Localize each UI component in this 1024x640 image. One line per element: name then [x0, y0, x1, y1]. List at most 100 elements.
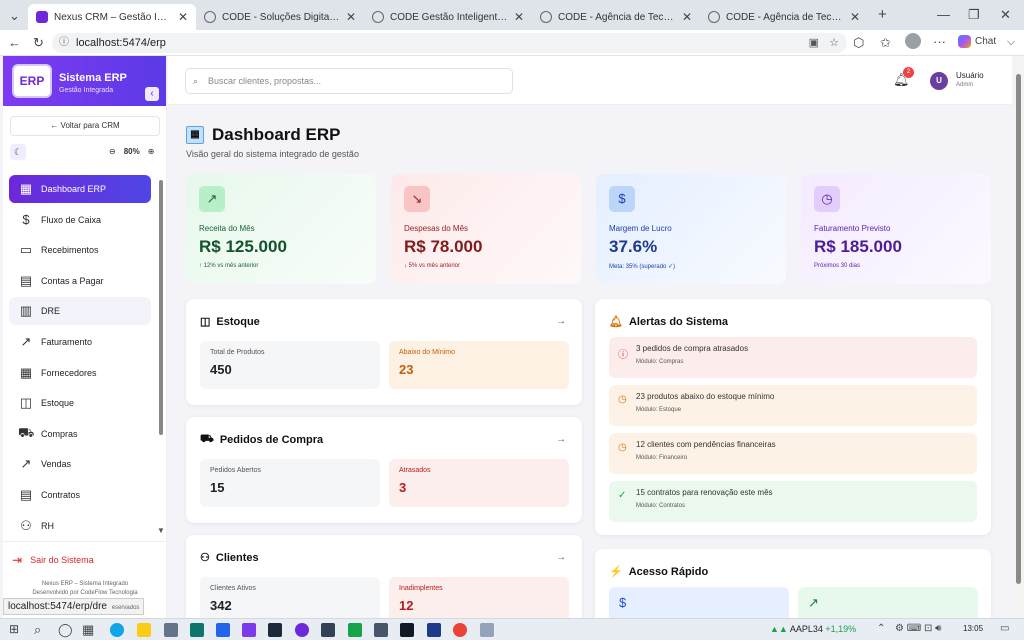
arrow-right-icon[interactable]: → [556, 552, 566, 563]
minimize-icon[interactable]: — [937, 7, 950, 22]
back-icon[interactable]: ← [8, 35, 21, 50]
profile-icon[interactable] [905, 33, 921, 49]
tray-chevron-icon[interactable]: ⌃ [877, 623, 886, 634]
alert-item[interactable]: ✓ 15 contratos para renovação este mês Mód… [609, 481, 977, 522]
sidebar-item-rh[interactable]: ⚇ RH [9, 512, 151, 540]
reload-icon[interactable]: ↻ [33, 35, 44, 50]
building-icon: ▦ [186, 126, 204, 144]
sidebar-item-fluxo-de-caixa[interactable]: $ Fluxo de Caixa [9, 206, 151, 234]
app-icon[interactable] [295, 623, 309, 637]
notifications-icon[interactable]: ▭ [1000, 623, 1010, 634]
search-input[interactable]: ⌕ Buscar clientes, propostas... [185, 68, 513, 94]
app-icon[interactable] [242, 623, 256, 637]
quick-sales-button[interactable]: ↗ [798, 587, 978, 618]
site-info-icon[interactable]: ⓘ [59, 37, 69, 48]
sidebar-toggle-icon[interactable]: ⌵ [1007, 36, 1016, 48]
building-icon: ▦ [19, 364, 33, 380]
app-icon[interactable] [374, 623, 388, 637]
page-title: ▦ Dashboard ERP [186, 125, 340, 145]
window-close-icon[interactable]: ✕ [1000, 7, 1011, 22]
collapse-sidebar-button[interactable]: ‹ [145, 87, 159, 101]
browser-tab[interactable]: CODE - Agência de Tecnologia Em ✕ [532, 4, 700, 30]
erp-logo: ERP [12, 64, 52, 98]
app-icon[interactable] [164, 623, 178, 637]
alert-module: Módulo: Contratos [636, 503, 686, 509]
theme-toggle-icon[interactable]: ☾ [10, 144, 26, 160]
terminal-icon[interactable] [400, 623, 414, 637]
app-icon[interactable] [427, 623, 441, 637]
sidebar-item-compras[interactable]: ⛟ Compras [9, 420, 151, 448]
arrow-right-icon[interactable]: → [556, 434, 566, 445]
zoom-in-icon[interactable]: ⊕ [147, 147, 155, 156]
page-scroll-thumb[interactable] [1016, 74, 1021, 584]
sidebar-scrollbar[interactable] [159, 180, 163, 435]
windows-start-icon[interactable]: ⊞ [9, 622, 20, 636]
search-icon[interactable]: ⌕ [34, 622, 42, 637]
sidebar-item-dashboard-erp[interactable]: ▦ Dashboard ERP [9, 175, 151, 203]
close-tab-icon[interactable]: ✕ [681, 10, 692, 24]
browser-tab[interactable]: CODE - Agência de Tecnologia Em ✕ [700, 4, 868, 30]
quick-cash-button[interactable]: $ [609, 587, 789, 618]
page-scrollbar[interactable] [1013, 56, 1024, 618]
kpi-value: R$ 78.000 [404, 237, 483, 256]
alert-item[interactable]: ⓘ 3 pedidos de compra atrasados Módulo: Co… [609, 337, 977, 378]
new-tab-icon[interactable]: + [878, 6, 887, 23]
kpi-value: R$ 185.000 [814, 237, 902, 256]
sidebar-item-vendas[interactable]: ↗ Vendas [9, 450, 151, 478]
globe-icon [708, 11, 720, 23]
clock[interactable]: 13:05 [963, 624, 984, 633]
close-tab-icon[interactable]: ✕ [513, 10, 524, 24]
alert-item[interactable]: ◷ 23 produtos abaixo do estoque mínimo Mód… [609, 385, 977, 426]
back-to-crm-button[interactable]: ← Voltar para CRM [10, 116, 160, 136]
app-icon[interactable] [348, 623, 362, 637]
chat-button[interactable]: Chat [958, 35, 996, 48]
extensions-icon[interactable]: ⬡ [853, 35, 865, 50]
reader-icon[interactable]: ▣ [808, 37, 819, 49]
stock-ticker[interactable]: ▲▲ AAPL34 +1,19% [770, 624, 856, 634]
stat-label: Pedidos Abertos [210, 467, 261, 474]
app-icon[interactable] [480, 623, 494, 637]
more-menu-icon[interactable]: ··· [933, 34, 946, 49]
vscode-icon[interactable] [216, 623, 230, 637]
close-tab-icon[interactable]: ✕ [177, 10, 188, 24]
logout-button[interactable]: ⇥ Sair do Sistema [12, 553, 94, 567]
tab-list-icon[interactable]: ⌄ [9, 8, 20, 23]
close-tab-icon[interactable]: ✕ [345, 10, 356, 24]
sidebar-item-estoque[interactable]: ◫ Estoque [9, 389, 151, 417]
app-icon[interactable] [321, 623, 335, 637]
sidebar-item-label: DRE [41, 306, 61, 317]
tab-title: CODE - Soluções Digitais Profissio [222, 11, 340, 23]
file-explorer-icon[interactable] [137, 623, 151, 637]
sidebar-item-contratos[interactable]: ▤ Contratos [9, 481, 151, 509]
edge-icon[interactable] [110, 623, 124, 637]
restore-icon[interactable]: ❐ [968, 7, 980, 22]
sidebar-item-recebimentos[interactable]: ▭ Recebimentos [9, 236, 151, 264]
chrome-icon[interactable] [453, 623, 467, 637]
favorite-star-icon[interactable]: ☆ [829, 37, 839, 49]
sidebar-item-fornecedores[interactable]: ▦ Fornecedores [9, 359, 151, 387]
alert-item[interactable]: ◷ 12 clientes com pendências financeiras M… [609, 433, 977, 474]
scroll-down-icon[interactable]: ▼ [157, 526, 165, 535]
module-card-estoque[interactable]: ◫ Estoque → Total de Produtos 450 Abaixo do M… [186, 299, 582, 405]
browser-tab[interactable]: CODE Gestão Inteligente | Transfo ✕ [364, 4, 532, 30]
arrow-right-icon[interactable]: → [556, 316, 566, 327]
module-card-clientes[interactable]: ⚇ Clientes → Clientes Ativos 342 Inadimplente… [186, 535, 582, 618]
sidebar-item-dre[interactable]: ▥ DRE [9, 297, 151, 326]
favorites-icon[interactable]: ✩ [880, 35, 891, 50]
task-view-icon[interactable]: ◯ [58, 622, 73, 637]
widgets-icon[interactable]: ▦ [82, 622, 95, 637]
zoom-out-icon[interactable]: ⊖ [109, 147, 116, 156]
close-tab-icon[interactable]: ✕ [849, 10, 860, 24]
avatar[interactable]: U [930, 72, 948, 90]
app-icon[interactable] [190, 623, 204, 637]
sidebar-item-faturamento[interactable]: ↗ Faturamento [9, 328, 151, 356]
module-card-pedidos-de-compra[interactable]: ⛟ Pedidos de Compra → Pedidos Abertos 15 Atra… [186, 417, 582, 523]
tray-icons[interactable]: ⚙ ⌨ ⊡ 🔊︎ [895, 623, 942, 634]
app-icon[interactable] [268, 623, 282, 637]
sidebar-item-contas-a-pagar[interactable]: ▤ Contas a Pagar [9, 267, 151, 295]
top-bar: ⌕ Buscar clientes, propostas... 🔔︎ 2 U U… [168, 56, 1012, 105]
quick-access-title: ⚡ Acesso Rápido [609, 565, 708, 579]
browser-tab[interactable]: CODE - Soluções Digitais Profissio ✕ [196, 4, 364, 30]
browser-tab[interactable]: Nexus CRM – Gestão Inteligente ✕ [28, 4, 196, 30]
address-bar[interactable]: ⓘ localhost:5474/erp ▣ ☆ [52, 33, 847, 53]
